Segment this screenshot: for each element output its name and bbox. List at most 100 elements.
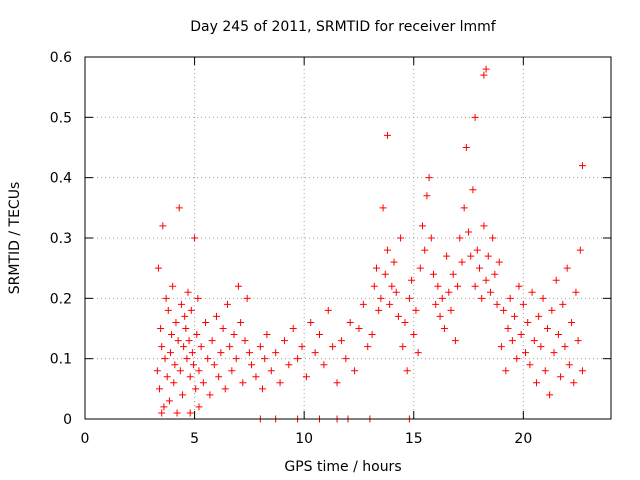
data-point [311, 349, 319, 357]
data-point [497, 343, 505, 351]
data-point [508, 337, 516, 345]
data-point [215, 373, 223, 381]
data-point [294, 355, 302, 363]
data-point [460, 204, 468, 212]
data-point [394, 312, 402, 320]
data-point [206, 391, 214, 399]
data-point [199, 379, 207, 387]
data-point [204, 355, 212, 363]
data-point [465, 228, 473, 236]
data-point [154, 264, 162, 272]
data-point [456, 234, 464, 242]
data-point [364, 343, 372, 351]
data-point [570, 379, 578, 387]
data-point [166, 349, 174, 357]
data-point [541, 367, 549, 375]
data-point [495, 258, 503, 266]
data-point [381, 270, 389, 278]
data-point [316, 331, 324, 339]
tick-labels: 0 0.1 0.2 0.3 0.4 0.5 0.6 0 5 10 15 20 [50, 50, 533, 447]
data-point [543, 325, 551, 332]
data-point [182, 325, 190, 332]
data-point [333, 379, 341, 387]
data-point [193, 331, 201, 339]
data-point [202, 318, 210, 326]
data-point [478, 294, 486, 302]
data-point [526, 361, 534, 369]
data-point [436, 312, 444, 320]
data-point [173, 409, 181, 417]
data-point [320, 361, 328, 369]
data-point [414, 349, 422, 357]
data-point [568, 318, 576, 326]
data-point [355, 325, 363, 332]
y-tick-label: 0.1 [50, 352, 72, 368]
data-point [388, 282, 396, 290]
x-tick-label: 10 [295, 431, 313, 447]
data-point [419, 222, 427, 230]
data-point [267, 367, 275, 375]
data-point [237, 318, 245, 326]
data-point [375, 306, 383, 314]
data-point [524, 318, 532, 326]
data-point [177, 300, 185, 308]
data-point [579, 162, 587, 170]
data-point [552, 276, 560, 284]
data-point [159, 222, 167, 230]
data-point [181, 312, 189, 320]
data-point [161, 355, 169, 363]
data-point [195, 403, 203, 411]
data-point [379, 204, 387, 212]
data-point [175, 204, 183, 212]
data-point [425, 174, 433, 182]
data-point [401, 318, 409, 326]
data-point [180, 343, 188, 351]
data-point [392, 288, 400, 296]
data-point [188, 349, 196, 357]
data-point [307, 318, 315, 326]
data-point [239, 379, 247, 387]
data-point [163, 373, 171, 381]
data-point [537, 343, 545, 351]
data-point [550, 349, 558, 357]
data-point [500, 306, 508, 314]
data-point [186, 373, 194, 381]
data-point [329, 343, 337, 351]
data-point [574, 337, 582, 345]
data-point [563, 264, 571, 272]
data-point [171, 361, 179, 369]
data-point [539, 294, 547, 302]
data-point [473, 246, 481, 254]
data-point [370, 282, 378, 290]
data-point [476, 264, 483, 272]
data-point [337, 337, 345, 345]
data-point [403, 367, 411, 375]
data-point [454, 282, 462, 290]
data-point [519, 300, 527, 308]
data-point [554, 331, 562, 339]
data-point [530, 337, 538, 345]
data-point [223, 300, 231, 308]
data-point [506, 294, 514, 302]
data-point [272, 349, 280, 357]
data-point [368, 331, 376, 339]
data-point [248, 361, 256, 369]
data-point [221, 385, 229, 393]
data-point [443, 252, 451, 260]
data-point [169, 282, 177, 290]
data-point [186, 409, 194, 417]
data-point [579, 367, 587, 375]
data-point [179, 391, 187, 399]
data-points [153, 65, 587, 423]
data-point [280, 337, 288, 345]
y-axis-label: SRMTID / TECUs [7, 182, 23, 295]
data-point [535, 312, 543, 320]
y-tick-label: 0.4 [50, 171, 72, 187]
data-point [480, 222, 488, 230]
data-point [445, 288, 453, 296]
data-point [232, 355, 240, 363]
data-point [548, 306, 556, 314]
y-tick-label: 0.6 [50, 50, 72, 66]
data-point [252, 373, 260, 381]
data-point [377, 294, 385, 302]
